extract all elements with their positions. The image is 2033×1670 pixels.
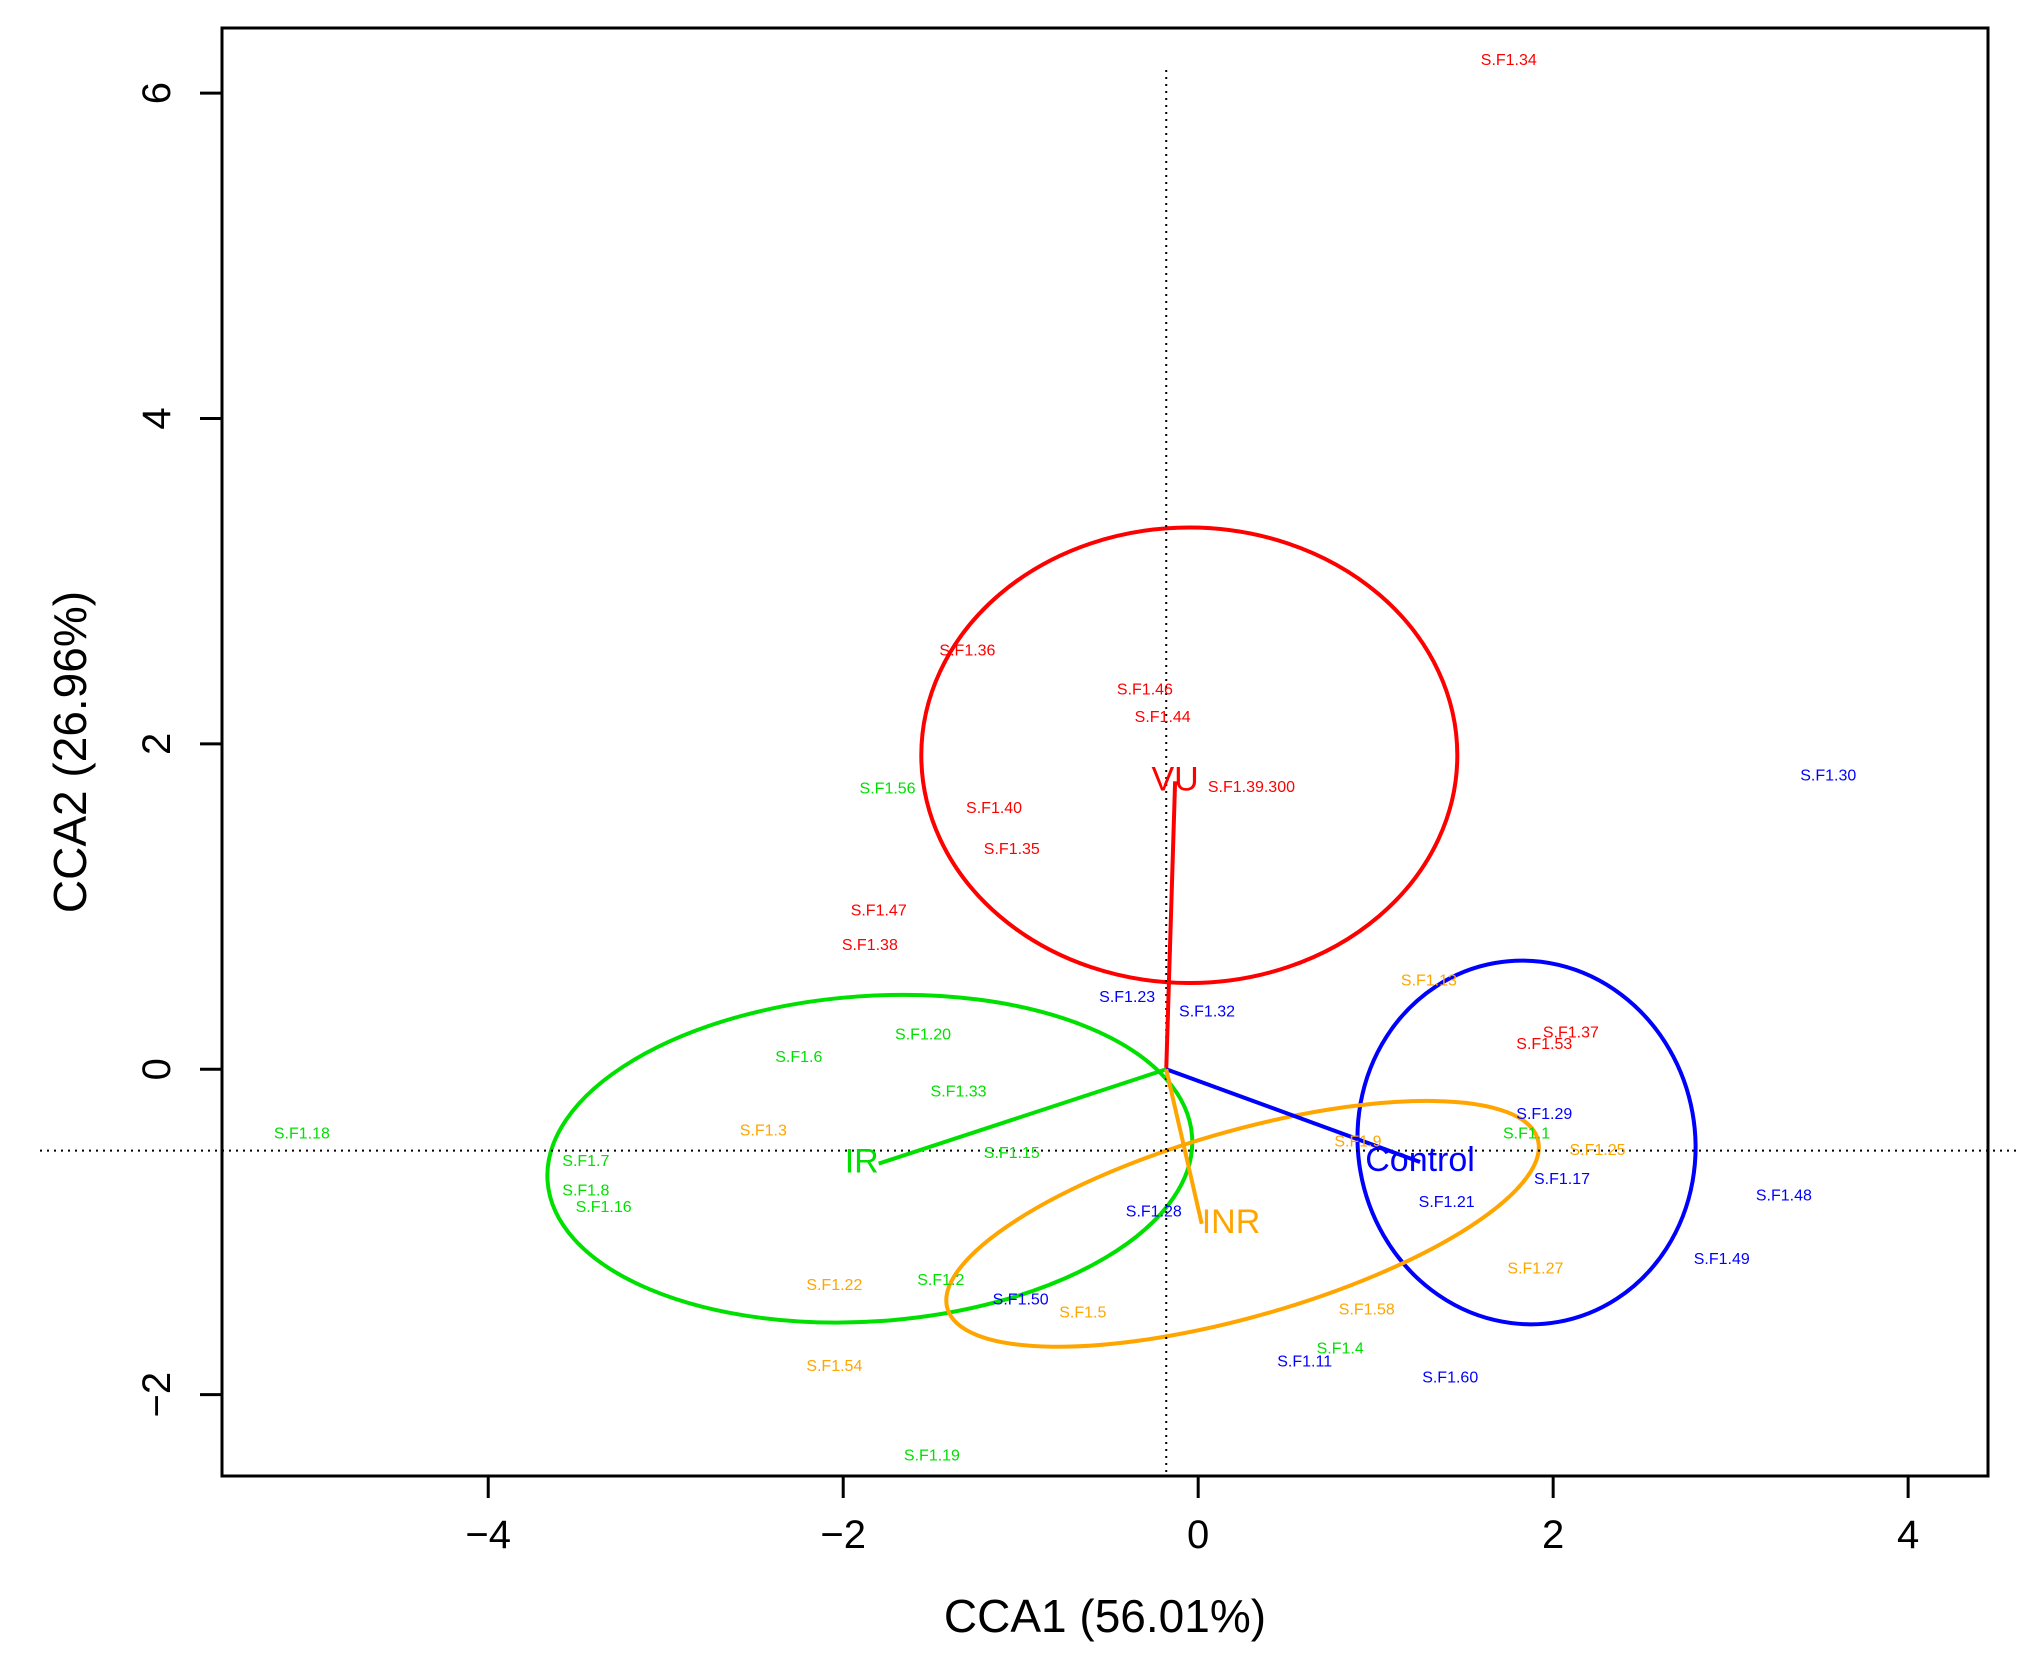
- point-label-s-f1-33: S.F1.33: [931, 1083, 987, 1100]
- x-tick-label: 4: [1897, 1513, 1919, 1557]
- point-label-s-f1-6: S.F1.6: [775, 1049, 822, 1066]
- point-label-s-f1-49: S.F1.49: [1694, 1251, 1750, 1268]
- point-label-s-f1-8: S.F1.8: [562, 1182, 609, 1199]
- point-label-s-f1-29: S.F1.29: [1516, 1106, 1572, 1123]
- point-label-s-f1-25: S.F1.25: [1570, 1142, 1626, 1159]
- point-label-s-f1-22: S.F1.22: [806, 1277, 862, 1294]
- point-label-s-f1-36: S.F1.36: [939, 642, 995, 659]
- y-tick-label: 2: [135, 733, 179, 755]
- point-label-s-f1-15: S.F1.15: [984, 1145, 1040, 1162]
- x-tick-label: 2: [1542, 1513, 1564, 1557]
- segment-inr: [1164, 1068, 1204, 1225]
- group-label-inr: INR: [1202, 1203, 1261, 1241]
- point-label-s-f1-46: S.F1.46: [1117, 681, 1173, 698]
- point-label-s-f1-20: S.F1.20: [895, 1026, 951, 1043]
- point-label-s-f1-13: S.F1.13: [1401, 973, 1457, 990]
- segment-vu: [1164, 781, 1178, 1070]
- x-tick-label: 0: [1187, 1513, 1209, 1557]
- point-label-s-f1-35: S.F1.35: [984, 841, 1040, 858]
- axes-layer: −4 −2 0 2 4 −2 0 2 4 6: [135, 82, 1919, 1557]
- segment-ir: [878, 1067, 1167, 1166]
- group-segments-layer: [878, 781, 1421, 1225]
- point-label-s-f1-11: S.F1.11: [1277, 1353, 1332, 1370]
- point-label-s-f1-58: S.F1.58: [1339, 1301, 1395, 1318]
- point-label-s-f1-27: S.F1.27: [1507, 1261, 1563, 1278]
- point-label-s-f1-60: S.F1.60: [1422, 1370, 1478, 1387]
- ellipses-layer: [545, 525, 1698, 1349]
- point-label-s-f1-19: S.F1.19: [904, 1448, 960, 1465]
- point-label-s-f1-4: S.F1.4: [1317, 1340, 1364, 1357]
- y-axis-title: CCA2 (26.96%): [44, 591, 96, 913]
- point-label-s-f1-50: S.F1.50: [993, 1292, 1049, 1309]
- ellipse-inr: [944, 1098, 1541, 1349]
- point-label-s-f1-40: S.F1.40: [966, 800, 1022, 817]
- y-tick-label: 4: [135, 407, 179, 429]
- point-label-s-f1-30: S.F1.30: [1800, 768, 1856, 785]
- group-labels-layer: VU IR Control INR: [845, 760, 1475, 1241]
- point-label-s-f1-2: S.F1.2: [917, 1272, 964, 1289]
- point-label-s-f1-21: S.F1.21: [1419, 1194, 1475, 1211]
- point-label-s-f1-48: S.F1.48: [1756, 1187, 1812, 1204]
- point-label-s-f1-5: S.F1.5: [1059, 1305, 1106, 1322]
- segment-control: [1165, 1067, 1421, 1164]
- point-label-s-f1-38: S.F1.38: [842, 937, 898, 954]
- ellipse-ir: [545, 992, 1195, 1325]
- point-label-s-f1-47: S.F1.47: [851, 903, 907, 920]
- point-label-s-f1-32: S.F1.32: [1179, 1004, 1235, 1021]
- y-tick-label: 6: [135, 82, 179, 104]
- y-tick-label: −2: [135, 1372, 179, 1418]
- point-label-s-f1-17: S.F1.17: [1534, 1171, 1590, 1188]
- reference-lines-layer: [40, 70, 2020, 1476]
- point-label-s-f1-54: S.F1.54: [806, 1358, 862, 1375]
- group-label-ir: IR: [845, 1143, 879, 1181]
- x-tick-label: −4: [465, 1513, 511, 1557]
- x-axis-title: CCA1 (56.01%): [944, 1590, 1266, 1642]
- point-label-s-f1-53: S.F1.53: [1516, 1036, 1572, 1053]
- point-label-s-f1-1: S.F1.1: [1503, 1126, 1550, 1143]
- point-label-s-f1-39-300: S.F1.39.300: [1208, 779, 1295, 796]
- point-label-s-f1-3: S.F1.3: [740, 1122, 787, 1139]
- ellipse-vu: [919, 525, 1460, 986]
- y-tick-label: 0: [135, 1058, 179, 1080]
- point-label-s-f1-9: S.F1.9: [1334, 1134, 1381, 1151]
- point-labels-layer: S.F1.34 S.F1.36 S.F1.46 S.F1.44 S.F1.39.300 S…: [274, 52, 1857, 1465]
- point-label-s-f1-18: S.F1.18: [274, 1126, 330, 1143]
- point-label-s-f1-56: S.F1.56: [860, 781, 916, 798]
- point-label-s-f1-37: S.F1.37: [1543, 1025, 1599, 1042]
- point-label-s-f1-16: S.F1.16: [576, 1199, 632, 1216]
- group-label-vu: VU: [1151, 760, 1198, 798]
- group-label-control: Control: [1365, 1141, 1475, 1179]
- point-label-s-f1-44: S.F1.44: [1135, 709, 1191, 726]
- point-label-s-f1-7: S.F1.7: [562, 1153, 609, 1170]
- x-tick-label: −2: [820, 1513, 866, 1557]
- point-label-s-f1-34: S.F1.34: [1481, 52, 1537, 69]
- ellipse-control: [1355, 958, 1698, 1327]
- point-label-s-f1-28: S.F1.28: [1126, 1204, 1182, 1221]
- point-label-s-f1-23: S.F1.23: [1099, 989, 1155, 1006]
